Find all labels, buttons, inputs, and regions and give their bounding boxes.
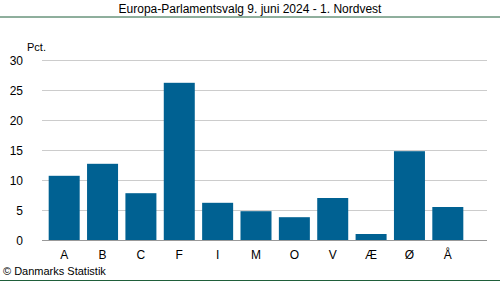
y-tick-label: 10	[10, 174, 24, 188]
title: Europa-Parlamentsvalg 9. juni 2024 - 1. …	[119, 2, 382, 16]
bar	[49, 176, 80, 240]
y-axis-label: Pct.	[27, 41, 46, 53]
y-tick-label: 20	[10, 114, 24, 128]
x-tick-label: Å	[444, 247, 452, 262]
x-tick-label: O	[290, 248, 299, 262]
y-tick-label: 30	[10, 54, 24, 68]
x-tick-label: Æ	[365, 248, 377, 262]
chart-container: Europa-Parlamentsvalg 9. juni 2024 - 1. …	[0, 0, 500, 282]
bar	[279, 217, 310, 240]
chart-svg: Europa-Parlamentsvalg 9. juni 2024 - 1. …	[0, 0, 500, 282]
x-tick-label: I	[216, 248, 219, 262]
y-tick-label: 0	[16, 234, 23, 248]
bar	[164, 83, 195, 240]
y-tick-label: 25	[10, 84, 24, 98]
x-tick-label: F	[176, 248, 183, 262]
x-tick-label: M	[251, 248, 261, 262]
grid-line	[42, 240, 487, 241]
y-tick-label: 15	[10, 144, 24, 158]
x-tick-label: C	[137, 248, 146, 262]
source-note: © Danmarks Statistik	[3, 265, 106, 277]
bar	[87, 164, 118, 240]
x-tick-label: Ø	[405, 248, 414, 262]
bar	[356, 234, 387, 240]
x-axis	[42, 240, 487, 241]
grid-line	[42, 150, 487, 151]
x-tick-label: V	[329, 248, 337, 262]
bar	[125, 193, 156, 240]
x-tick-label: B	[99, 248, 107, 262]
x-tick-label: A	[60, 248, 68, 262]
y-tick-label: 5	[16, 204, 23, 218]
grid-line	[42, 90, 487, 91]
grid-line	[42, 60, 487, 61]
bar	[241, 211, 272, 240]
bar	[394, 151, 425, 240]
bar	[317, 198, 348, 240]
bars	[49, 83, 464, 240]
bar	[432, 207, 463, 240]
bar	[202, 203, 233, 240]
footer-rule	[0, 280, 500, 281]
header-rule	[0, 17, 500, 18]
grid-line	[42, 120, 487, 121]
